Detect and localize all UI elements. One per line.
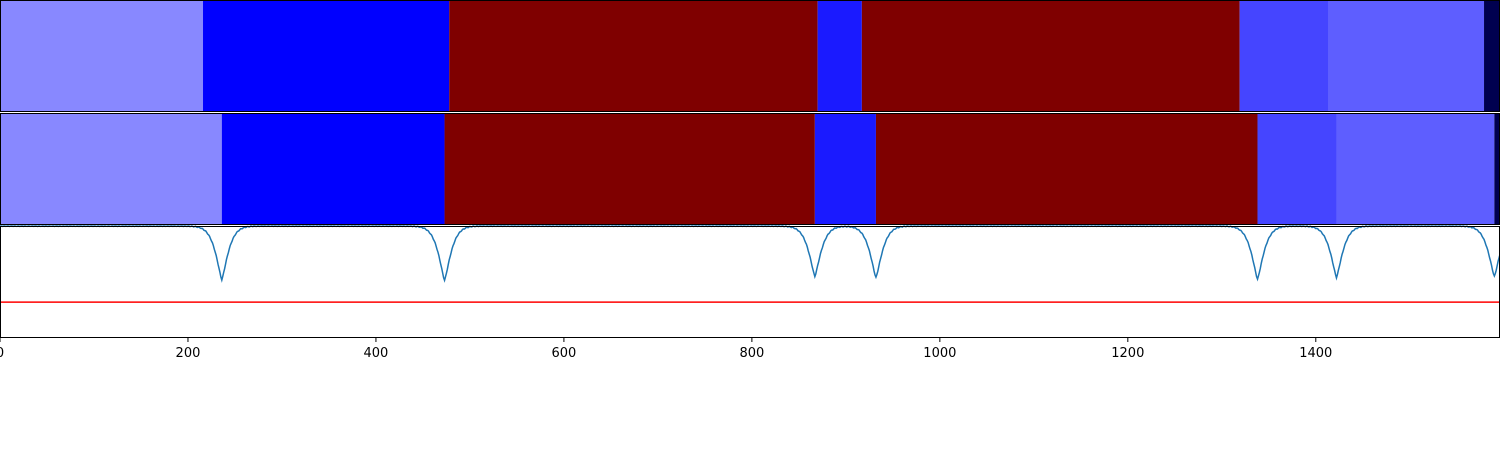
predicted-segments-segment-3 xyxy=(817,0,862,112)
true-segments-segment-2 xyxy=(444,113,815,225)
x-tick-label-0: 0 xyxy=(0,346,4,361)
x-tick-label-200: 200 xyxy=(176,346,201,361)
x-tick-label-600: 600 xyxy=(551,346,576,361)
signal-line xyxy=(0,225,1500,283)
true-segments-segment-6 xyxy=(1336,113,1495,225)
true-segments-segment-0 xyxy=(0,113,222,225)
predicted-segments-segment-6 xyxy=(1328,0,1485,112)
true-segments-segment-1 xyxy=(221,113,445,225)
x-tick-label-400: 400 xyxy=(364,346,389,361)
x-tick-label-1200: 1200 xyxy=(1111,346,1144,361)
true-segments-segment-7 xyxy=(1494,113,1500,225)
true-segments-panel xyxy=(0,113,1500,225)
line-plot-frame xyxy=(0,226,1500,338)
predicted-segments-segment-1 xyxy=(203,0,450,112)
predicted-segments-segment-7 xyxy=(1484,0,1500,112)
true-segments-segment-5 xyxy=(1257,113,1337,225)
true-segments-segment-4 xyxy=(875,113,1258,225)
true-segments-segment-3 xyxy=(814,113,876,225)
line-plot-panel xyxy=(0,225,1500,338)
x-tick-label-1400: 1400 xyxy=(1299,346,1332,361)
predicted-segments-segment-0 xyxy=(0,0,204,112)
predicted-segments-panel xyxy=(0,0,1500,112)
x-tick-label-1000: 1000 xyxy=(923,346,956,361)
predicted-segments-segment-2 xyxy=(449,0,818,112)
x-tick-label-800: 800 xyxy=(739,346,764,361)
predicted-segments-segment-5 xyxy=(1239,0,1329,112)
x-axis: 0 200 400 600 800 1000 1200 1400 xyxy=(0,338,1332,361)
predicted-segments-segment-4 xyxy=(861,0,1240,112)
